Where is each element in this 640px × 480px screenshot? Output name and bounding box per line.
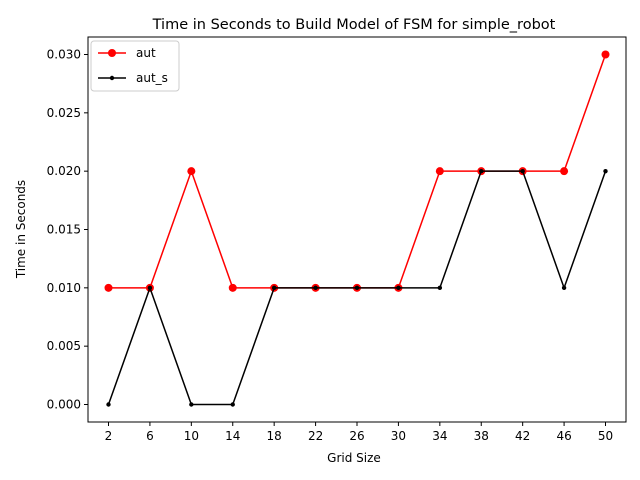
x-tick-label: 50: [598, 429, 613, 443]
legend-label-aut-s: aut_s: [136, 71, 168, 85]
y-tick-label: 0.015: [47, 223, 81, 237]
legend-label-aut: aut: [136, 46, 156, 60]
x-tick-label: 38: [474, 429, 489, 443]
data-point-aut-s: [603, 168, 608, 174]
x-tick-label: 34: [432, 429, 447, 443]
data-point-aut: [560, 167, 569, 176]
data-point-aut-s: [520, 168, 525, 174]
y-tick-label: 0.005: [47, 339, 81, 353]
legend: aut aut_s: [90, 40, 180, 92]
data-point-aut: [601, 50, 610, 59]
y-tick-label: 0.000: [47, 398, 81, 412]
y-tick-label: 0.030: [47, 48, 81, 62]
series-line-aut: [108, 54, 607, 289]
legend-marker-aut-s: [109, 75, 115, 81]
data-point-aut-s: [396, 285, 401, 291]
x-tick-label: 6: [146, 429, 154, 443]
legend-marker-aut: [108, 49, 116, 57]
data-point-aut-s: [271, 285, 277, 291]
y-axis-ticks: 0.000 0.005 0.010 0.015 0.020 0.025 0.030: [47, 48, 88, 412]
data-point-aut-s: [230, 402, 235, 407]
data-point-aut: [187, 167, 196, 176]
data-point-aut-s: [313, 285, 318, 291]
x-tick-label: 26: [349, 429, 364, 443]
data-point-aut-s: [106, 402, 111, 407]
series-layer: [104, 50, 610, 407]
plot-area: [87, 36, 627, 423]
data-point-aut-s: [147, 285, 153, 291]
x-tick-label: 42: [515, 429, 530, 443]
data-point-aut: [104, 283, 113, 292]
y-tick-label: 0.020: [47, 164, 81, 178]
y-axis-label: Time in Seconds: [14, 180, 28, 279]
y-tick-label: 0.025: [47, 106, 81, 120]
data-point-aut-s: [437, 285, 443, 291]
x-tick-label: 30: [391, 429, 406, 443]
x-tick-label: 46: [556, 429, 571, 443]
data-point-aut: [228, 283, 237, 292]
x-axis-ticks: 2 6 10 14 18 22 26 30 34 38 42 46 50: [105, 422, 613, 443]
data-point-aut-s: [479, 168, 484, 174]
data-point-aut-s: [561, 285, 567, 291]
data-point-aut-s: [354, 285, 360, 291]
data-point-aut: [435, 167, 444, 176]
x-tick-label: 18: [267, 429, 282, 443]
chart-title: Time in Seconds to Build Model of FSM fo…: [152, 17, 556, 33]
data-point-aut-s: [189, 402, 194, 407]
x-tick-label: 10: [184, 429, 199, 443]
x-tick-label: 2: [105, 429, 113, 443]
x-tick-label: 14: [225, 429, 240, 443]
x-axis-label: Grid Size: [327, 451, 381, 465]
x-tick-label: 22: [308, 429, 323, 443]
y-tick-label: 0.010: [47, 281, 81, 295]
